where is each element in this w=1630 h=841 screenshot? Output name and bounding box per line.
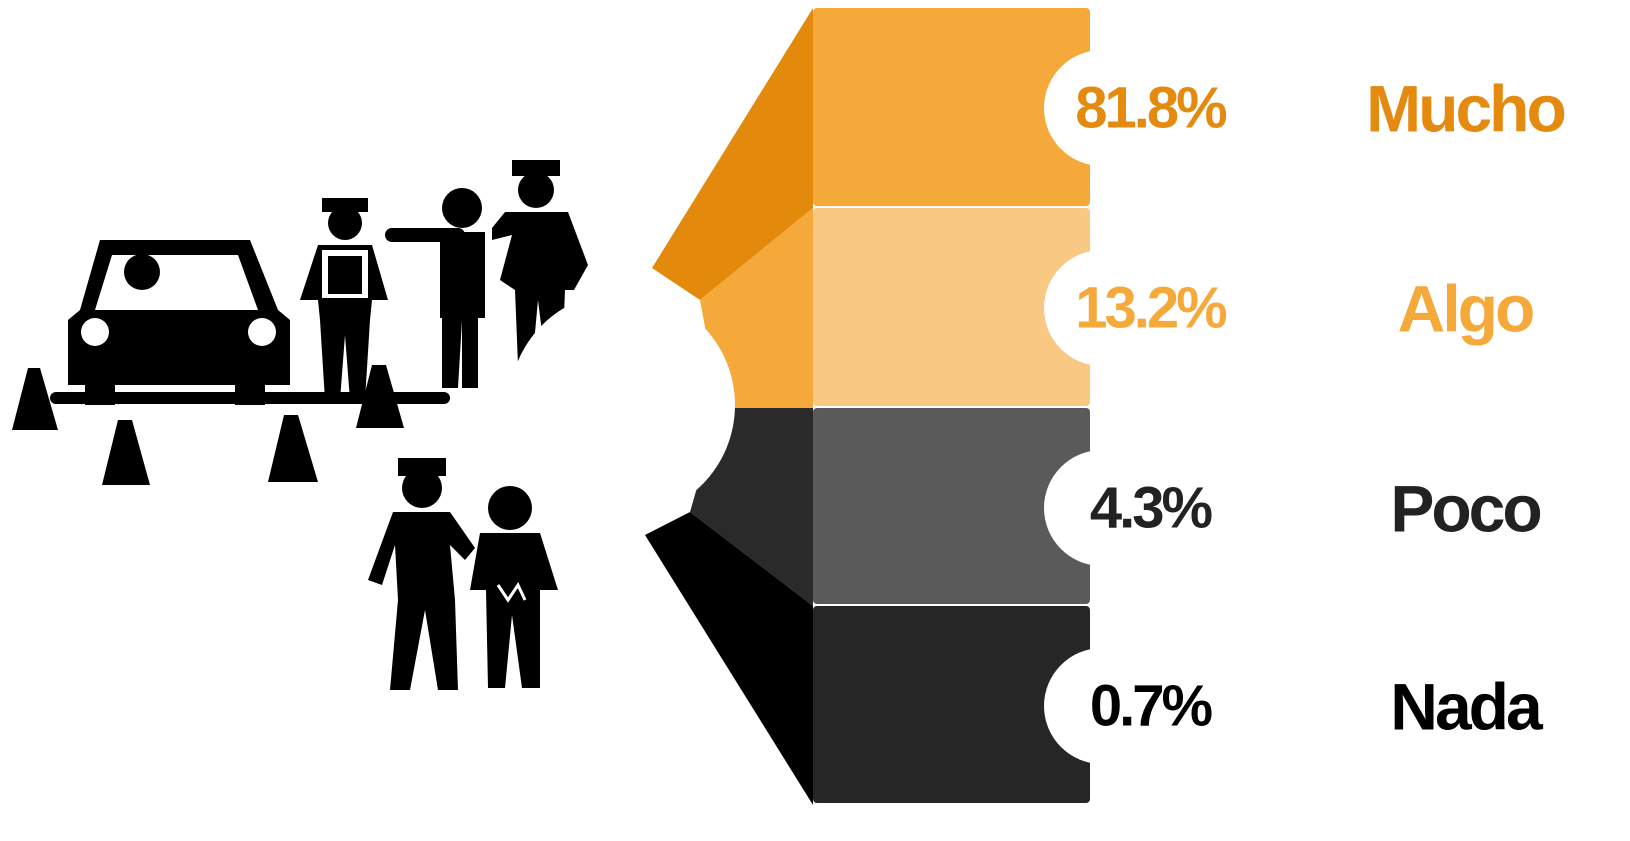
category-label: Poco	[1390, 471, 1540, 545]
percent-label: 4.3%	[1090, 475, 1213, 540]
police-checkpoint-icon	[12, 160, 588, 690]
percent-label: 0.7%	[1090, 673, 1213, 738]
segments: 81.8% Mucho 13.2% Algo 4.3% Poco 0.7% Nada	[509, 8, 1564, 805]
category-label: Algo	[1398, 271, 1533, 345]
category-label: Nada	[1390, 669, 1544, 743]
center-cutout	[509, 292, 735, 518]
percent-label: 13.2%	[1075, 275, 1227, 340]
page: {"items": [ {"value": "81.8%", "label": …	[0, 0, 1630, 836]
infographic: 81.8% Mucho 13.2% Algo 4.3% Poco 0.7% Nada	[0, 0, 1630, 836]
category-label: Mucho	[1366, 71, 1564, 145]
percent-label: 81.8%	[1075, 75, 1227, 140]
